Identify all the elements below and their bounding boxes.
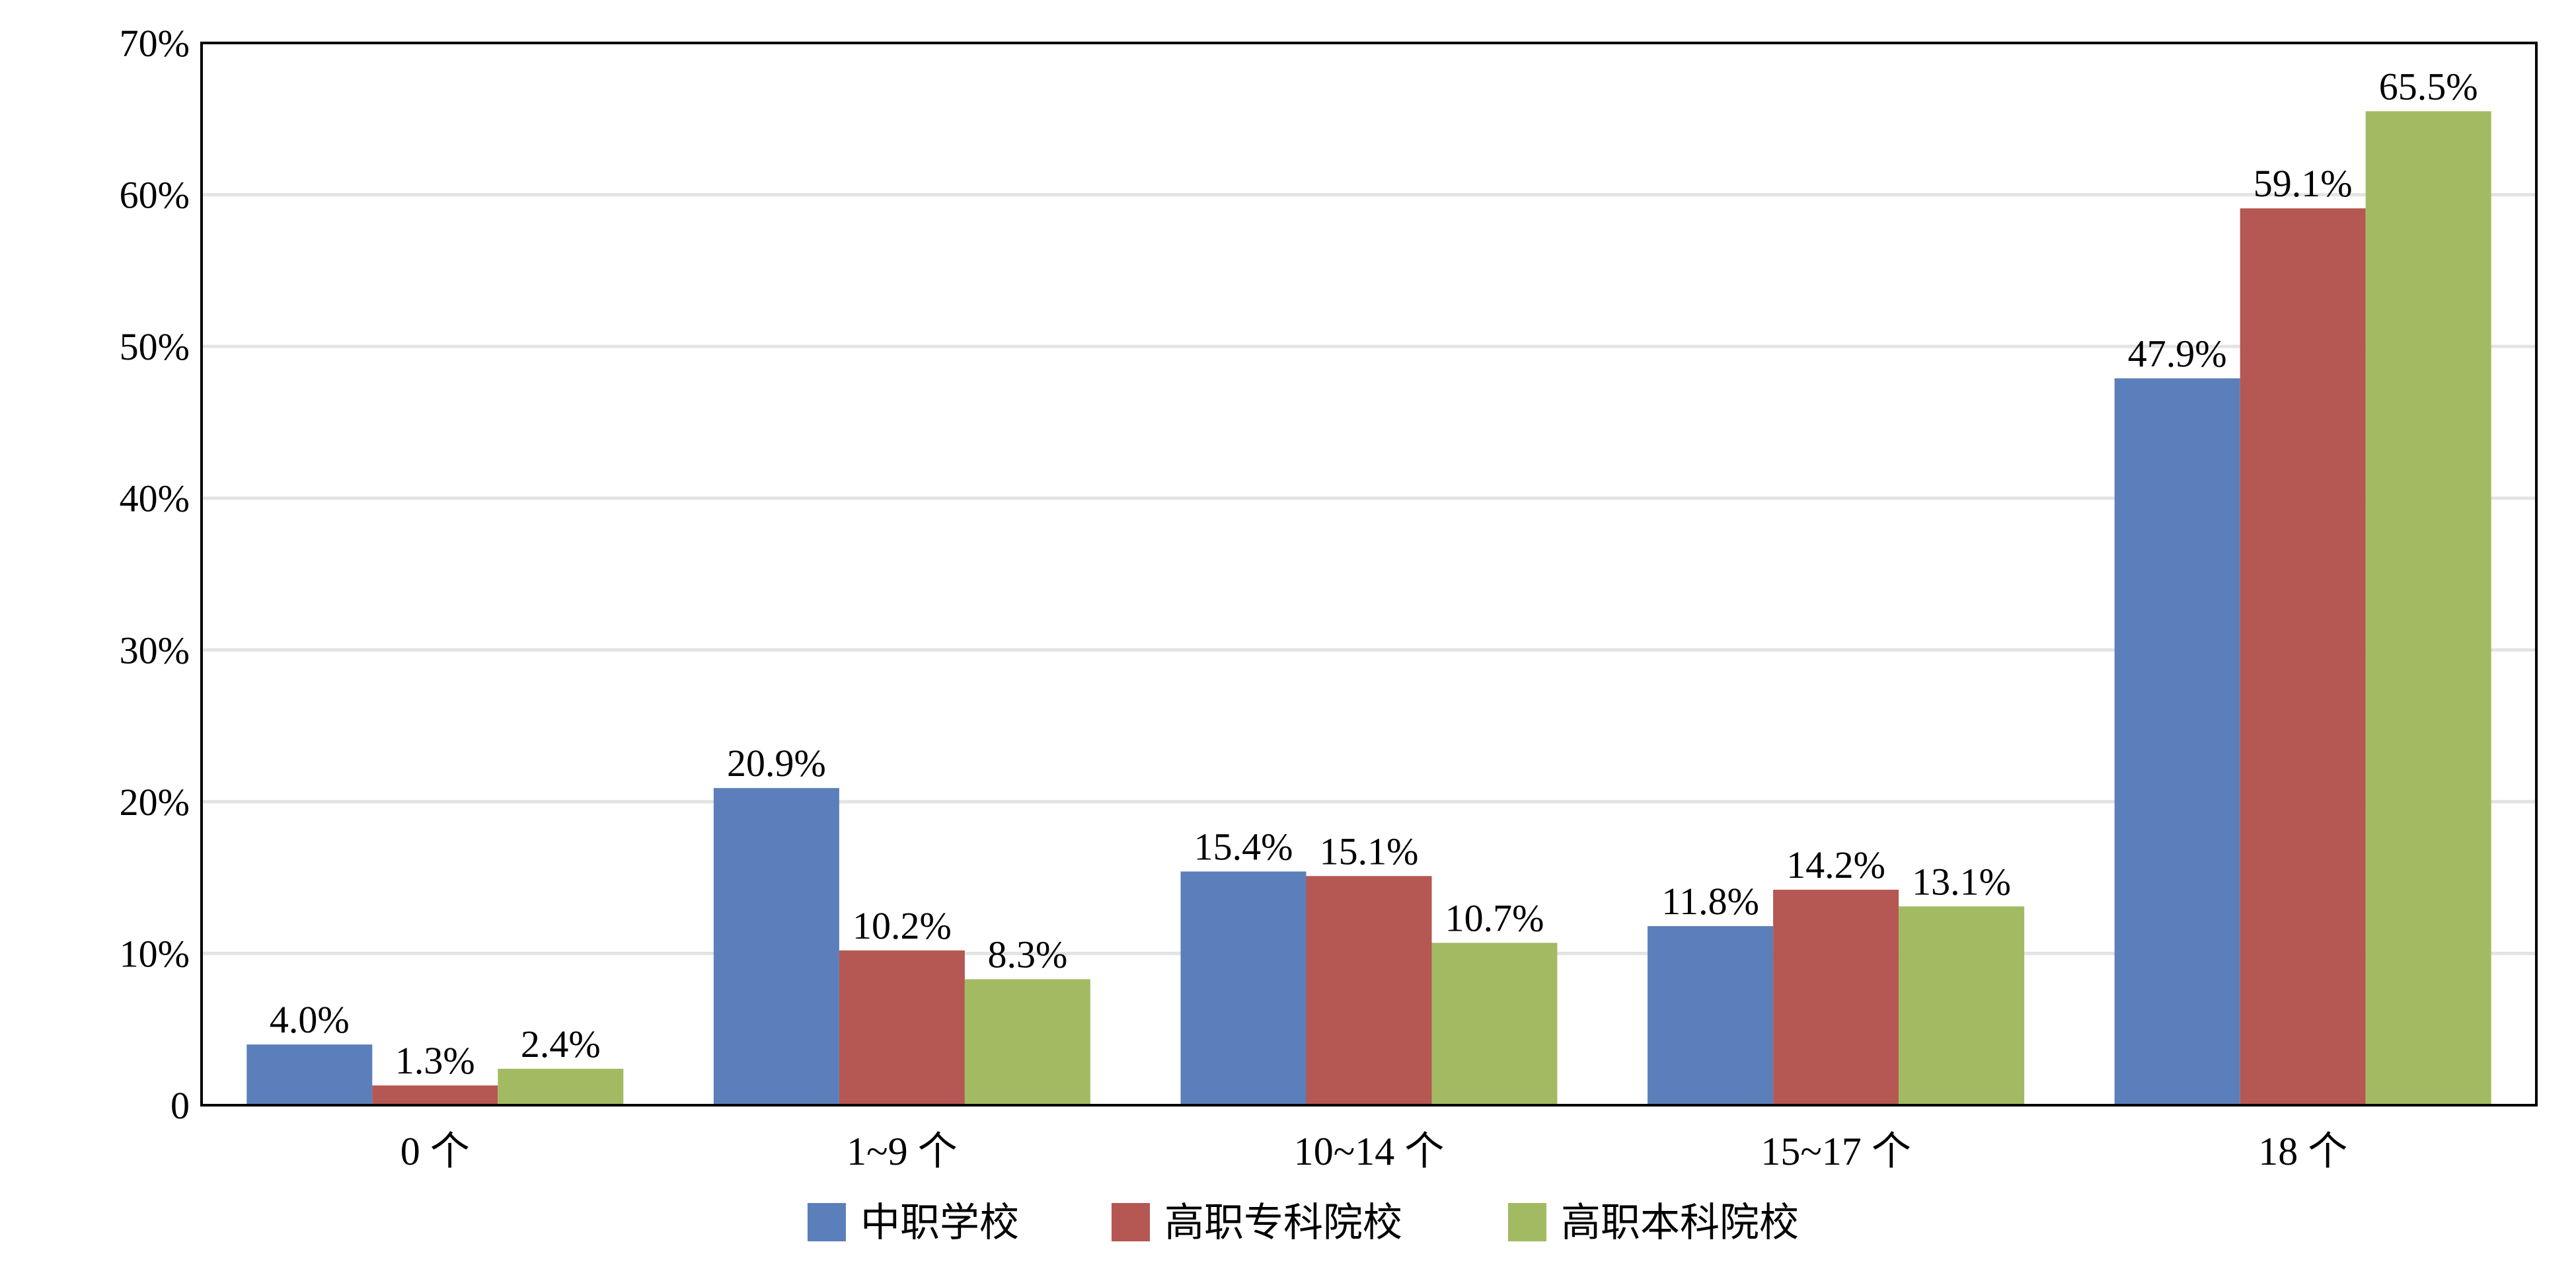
y-tick-label: 40% [120,477,190,520]
bar-series-2-category-1 [964,979,1090,1105]
data-label: 2.4% [521,1023,601,1066]
data-label: 8.3% [987,933,1067,976]
bars [246,111,2491,1106]
x-tick-label: 10~14 个 [1294,1130,1444,1173]
legend-swatch-1 [1112,1203,1150,1241]
y-tick-label: 70% [120,22,190,65]
legend: 中职学校 高职专科院校 高职本科院校 [808,1200,1799,1246]
legend-label-2: 高职本科院校 [1561,1200,1799,1246]
data-label: 65.5% [2379,65,2478,108]
bar-series-2-category-4 [2365,111,2491,1106]
x-tick-label: 0 个 [400,1130,470,1173]
legend-swatch-0 [808,1203,846,1241]
bar-series-0-category-4 [2114,378,2240,1106]
y-tick-label: 30% [120,629,190,672]
bar-series-0-category-3 [1648,926,1774,1105]
x-tick-label: 18 个 [2258,1130,2347,1173]
data-label: 11.8% [1661,880,1759,923]
bar-series-2-category-0 [498,1068,624,1105]
y-tick-label: 10% [120,932,190,975]
y-tick-label: 60% [120,174,190,217]
data-label: 15.4% [1194,825,1293,868]
bar-series-2-category-2 [1431,943,1558,1105]
bar-series-1-category-0 [372,1085,498,1105]
bar-series-1-category-4 [2240,208,2366,1105]
bar-series-0-category-2 [1180,871,1307,1105]
data-label: 1.3% [395,1039,475,1082]
bar-series-0-category-0 [246,1044,373,1105]
data-label: 20.9% [727,742,826,785]
bar-series-1-category-2 [1306,876,1432,1105]
legend-label-1: 高职专科院校 [1164,1200,1402,1246]
legend-swatch-2 [1508,1203,1546,1241]
y-tick-label: 20% [120,781,190,824]
data-label: 10.7% [1445,896,1544,939]
x-tick-label: 1~9 个 [847,1130,957,1173]
data-label: 4.0% [270,998,350,1041]
legend-label-0: 中职学校 [860,1200,1019,1246]
data-label: 15.1% [1320,830,1419,873]
data-label: 14.2% [1786,843,1885,886]
data-labels: 4.0% 1.3% 2.4% 20.9% 10.2% 8.3% 15.4% 15.1% 10.7… [270,65,2478,1082]
bar-series-2-category-3 [1899,906,2025,1105]
data-label: 59.1% [2254,162,2353,205]
bar-series-0-category-1 [713,788,839,1105]
bar-series-1-category-3 [1773,890,1899,1105]
x-axis-ticks: 0 个 1~9 个 10~14 个 15~17 个 18 个 [400,1130,2347,1173]
y-axis-ticks: 0 10% 20% 30% 40% 50% 60% 70% [120,22,190,1127]
y-tick-label: 50% [120,325,190,368]
data-label: 47.9% [2128,332,2227,375]
bar-series-1-category-1 [839,950,965,1105]
data-label: 13.1% [1912,860,2011,903]
plot-frame [200,42,2538,1107]
data-label: 10.2% [852,904,952,947]
y-tick-label: 0 [170,1084,190,1127]
x-tick-label: 15~17 个 [1761,1130,1911,1173]
